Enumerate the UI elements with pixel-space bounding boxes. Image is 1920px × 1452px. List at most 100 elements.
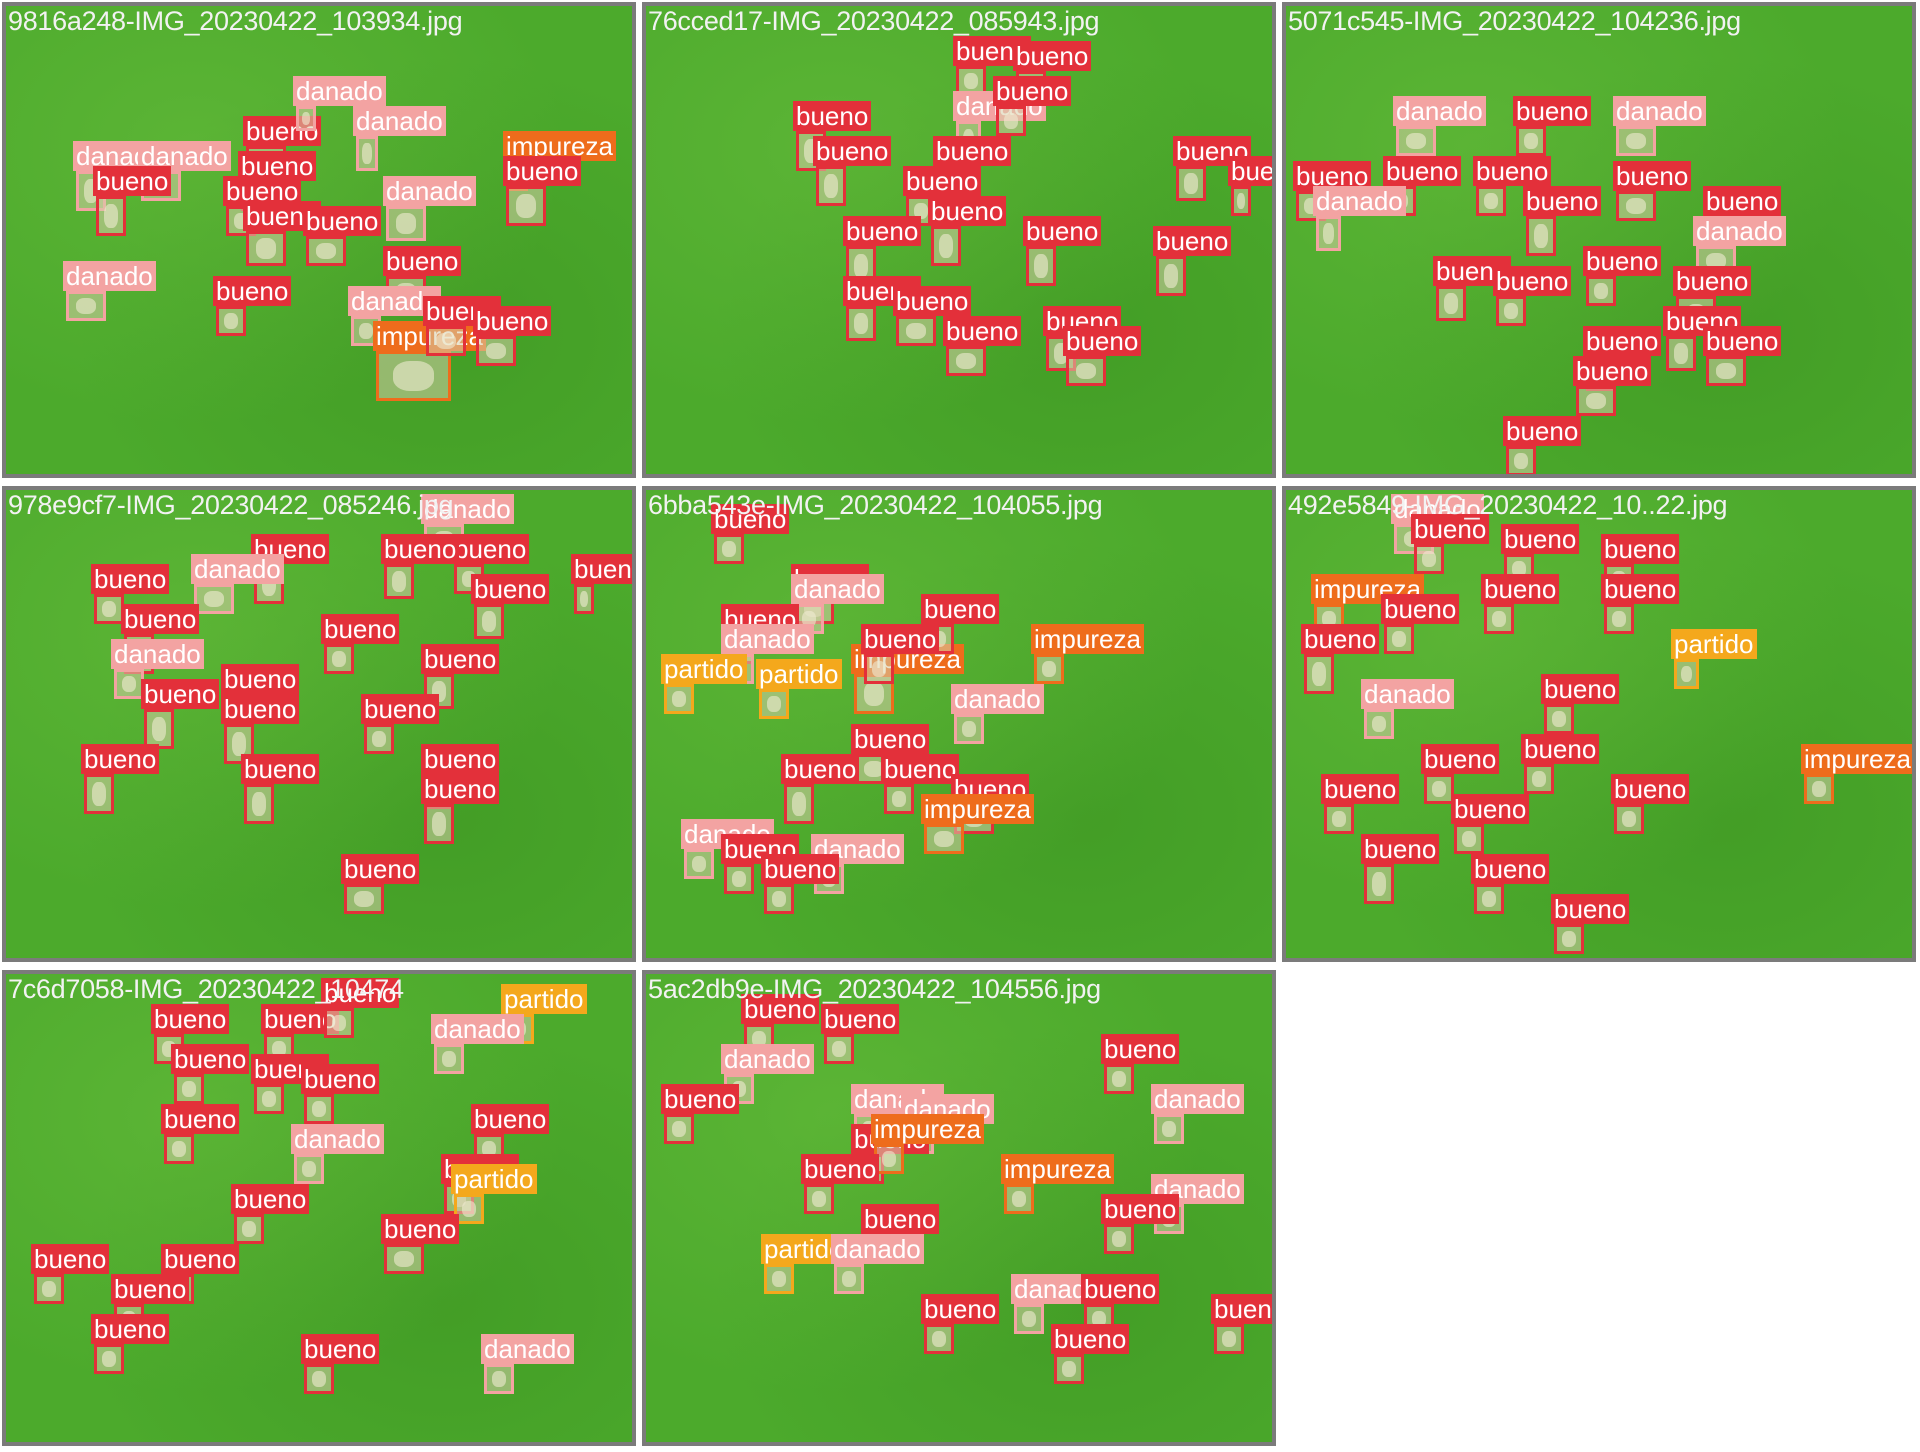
grain-bounding-box bbox=[896, 316, 936, 346]
detection-bueno: bueno bbox=[381, 1214, 460, 1274]
detection-danado: danado bbox=[1313, 186, 1406, 251]
grain-bounding-box bbox=[1176, 166, 1206, 201]
grain-bounding-box bbox=[759, 689, 789, 719]
detection-bueno: bueno bbox=[1301, 624, 1380, 694]
image-filename: 6bba543e-IMG_20230422_104055.jpg bbox=[648, 490, 1103, 520]
grain-bounding-box bbox=[714, 534, 744, 564]
detection-bueno: bueno bbox=[1321, 774, 1400, 834]
detection-danado: danado bbox=[191, 554, 284, 614]
image-filename: 7c6d7058-IMG_20230422_10474 bbox=[8, 974, 404, 1004]
grain-bounding-box bbox=[816, 166, 846, 206]
detection-bueno: bueno bbox=[1583, 246, 1662, 306]
class-label: partido bbox=[1671, 629, 1757, 659]
detection-bueno: bueno bbox=[381, 534, 460, 599]
detection-danado: danado bbox=[1361, 679, 1454, 739]
class-label: bueno bbox=[503, 156, 582, 186]
class-label: bueno bbox=[1153, 226, 1232, 256]
grain-bounding-box bbox=[1231, 186, 1251, 216]
grain-bounding-box bbox=[376, 351, 451, 401]
class-label: danado bbox=[791, 574, 884, 604]
grain-bounding-box bbox=[1414, 544, 1444, 574]
detection-bueno: bueno bbox=[843, 216, 922, 286]
class-label: bueno bbox=[231, 1184, 310, 1214]
class-label: danado bbox=[1151, 1174, 1244, 1204]
grain-bounding-box bbox=[1424, 774, 1454, 804]
grain-bounding-box bbox=[574, 584, 594, 614]
detection-bueno: bueno bbox=[781, 754, 860, 824]
detection-bueno: bueno bbox=[141, 679, 220, 749]
grain-bounding-box bbox=[1614, 804, 1644, 834]
detection-bueno: bueno bbox=[571, 554, 632, 614]
class-label: bueno bbox=[1451, 794, 1530, 824]
grain-bounding-box bbox=[1004, 1184, 1034, 1214]
grain-bounding-box bbox=[1154, 1114, 1184, 1144]
detection-impureza: impureza bbox=[373, 321, 486, 401]
grain-bounding-box bbox=[324, 1008, 354, 1038]
grain-bounding-box bbox=[1616, 126, 1656, 156]
detection-bueno: bueno bbox=[1063, 326, 1142, 386]
grain-bounding-box bbox=[824, 1034, 854, 1064]
grain-bounding-box bbox=[1576, 386, 1616, 416]
detection-bueno: bueno bbox=[1481, 574, 1560, 634]
detection-partido: partido bbox=[1671, 629, 1757, 689]
class-label: danado bbox=[421, 494, 514, 524]
detection-bueno: bueno bbox=[1023, 216, 1102, 286]
detection-bueno: bueno bbox=[921, 1294, 1000, 1354]
class-label: bueno bbox=[31, 1244, 110, 1274]
grain-bounding-box bbox=[94, 594, 124, 624]
detection-partido: partido bbox=[756, 659, 842, 719]
detection-danado: danado bbox=[1151, 1084, 1244, 1144]
detection-bueno: bueno bbox=[1523, 186, 1602, 256]
detection-bueno: bueno bbox=[1663, 306, 1742, 371]
class-label: impureza bbox=[1801, 744, 1912, 774]
detection-bueno: bueno bbox=[801, 1154, 880, 1214]
detection-bueno: bueno bbox=[1051, 1324, 1130, 1384]
class-label: bueno bbox=[321, 978, 400, 1008]
detection-bueno: bueno bbox=[321, 978, 400, 1038]
grain-bounding-box bbox=[846, 306, 876, 341]
grain-bounding-box bbox=[1524, 764, 1554, 794]
class-label: bueno bbox=[1381, 594, 1460, 624]
detection-impureza: impureza bbox=[1031, 624, 1144, 684]
class-label: bueno bbox=[933, 136, 1012, 166]
detection-danado: danado bbox=[431, 1014, 524, 1074]
grain-bounding-box bbox=[424, 804, 454, 844]
grain-bounding-box bbox=[1454, 824, 1484, 854]
grain-bounding-box bbox=[834, 1264, 864, 1294]
grain-bounding-box bbox=[1804, 774, 1834, 804]
detection-impureza: impureza bbox=[1001, 1154, 1114, 1214]
grain-bounding-box bbox=[1474, 884, 1504, 914]
class-label: bueno bbox=[221, 664, 300, 694]
grain-bounding-box bbox=[96, 196, 126, 236]
class-label: danado bbox=[293, 76, 386, 106]
detection-impureza: impureza bbox=[871, 1114, 984, 1174]
grain-bounding-box bbox=[66, 291, 106, 321]
grain-bounding-box bbox=[1304, 654, 1334, 694]
grain-bounding-box bbox=[304, 1094, 334, 1124]
class-label: impureza bbox=[1031, 624, 1144, 654]
grain-bounding-box bbox=[426, 326, 466, 356]
detection-danado: danado bbox=[481, 1334, 574, 1394]
grain-bounding-box bbox=[684, 849, 714, 879]
detection-bueno: bueno bbox=[421, 774, 500, 844]
class-label: bueno bbox=[1583, 246, 1662, 276]
grain-bounding-box bbox=[1554, 924, 1584, 954]
grain-bounding-box bbox=[946, 346, 986, 376]
class-label: bueno bbox=[91, 1314, 170, 1344]
grain-bounding-box bbox=[1316, 216, 1341, 251]
grain-bounding-box bbox=[1014, 1304, 1044, 1334]
detection-danado: danado bbox=[353, 106, 446, 171]
detection-danado: danado bbox=[291, 1124, 384, 1184]
detection-bueno: bueno bbox=[1433, 256, 1512, 321]
detection-bueno: bueno bbox=[231, 1184, 310, 1244]
class-label: danado bbox=[353, 106, 446, 136]
class-label: bueno bbox=[1501, 524, 1580, 554]
grain-bounding-box bbox=[434, 1044, 464, 1074]
detection-bueno: bueno bbox=[721, 834, 800, 894]
class-label: bueno bbox=[1541, 674, 1620, 704]
detection-bueno: bueno bbox=[361, 694, 440, 754]
class-label: bueno bbox=[301, 1064, 380, 1094]
class-label: bueno bbox=[421, 774, 500, 804]
class-label: bueno bbox=[161, 1244, 240, 1274]
detection-bueno: bueno bbox=[928, 196, 1007, 266]
